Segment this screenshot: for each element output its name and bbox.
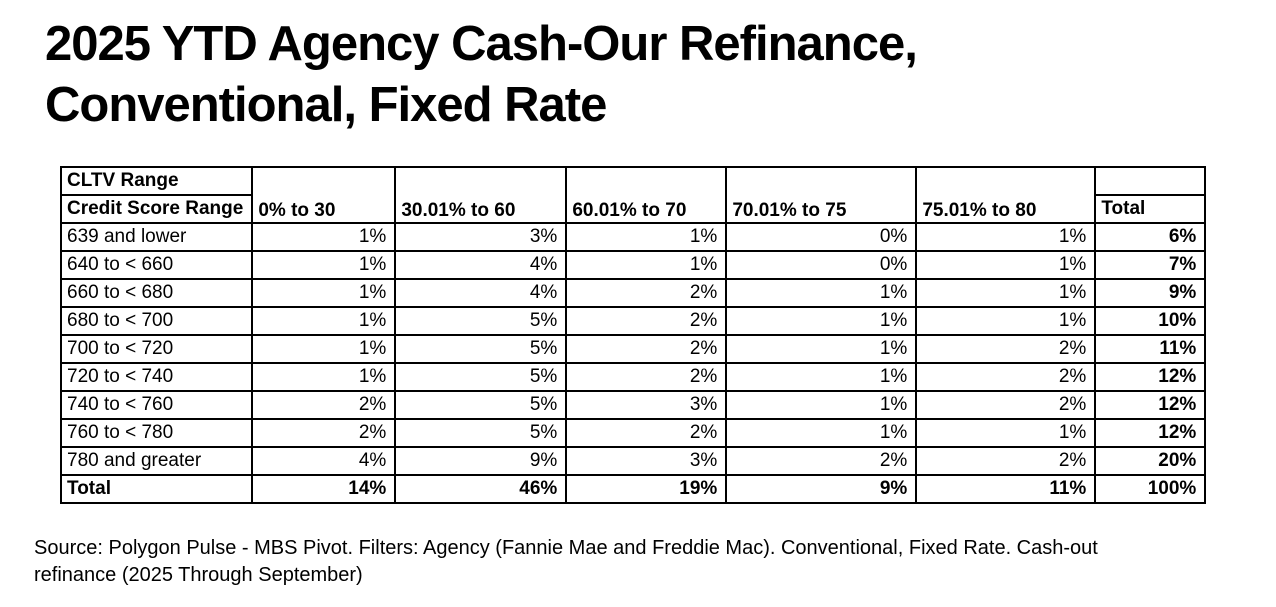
table-row: 640 to < 660 1% 4% 1% 0% 1% 7%: [59, 250, 1207, 280]
value-cell: 1%: [725, 362, 918, 392]
page-title-line2: Conventional, Fixed Rate: [45, 78, 607, 132]
value-cell: 2%: [915, 334, 1097, 364]
value-cell: 4%: [394, 278, 568, 308]
corner-cltv-range-label: CLTV Range: [59, 166, 254, 196]
value-cell: 9%: [725, 474, 918, 504]
value-cell: 9%: [394, 446, 568, 476]
table-row: 639 and lower 1% 3% 1% 0% 1% 6%: [59, 222, 1207, 252]
value-cell: 3%: [394, 222, 568, 252]
value-cell: 0%: [725, 222, 918, 252]
value-cell: 1%: [915, 222, 1097, 252]
table-row: 760 to < 780 2% 5% 2% 1% 1% 12%: [59, 418, 1207, 448]
cltv-credit-score-pivot-table: CLTV Range 0% to 30 30.01% to 60 60.01% …: [59, 166, 1207, 504]
value-cell: 1%: [725, 390, 918, 420]
value-cell: 5%: [394, 418, 568, 448]
value-cell: 1%: [725, 278, 918, 308]
table-row: 720 to < 740 1% 5% 2% 1% 2% 12%: [59, 362, 1207, 392]
source-note: Source: Polygon Pulse - MBS Pivot. Filte…: [34, 537, 1098, 586]
table-row: 700 to < 720 1% 5% 2% 1% 2% 11%: [59, 334, 1207, 364]
value-cell: 2%: [251, 418, 397, 448]
row-label-cell: 700 to < 720: [59, 334, 254, 364]
value-cell: 2%: [915, 362, 1097, 392]
value-cell: 2%: [565, 306, 728, 336]
value-cell: 1%: [915, 418, 1097, 448]
value-cell: 5%: [394, 334, 568, 364]
credit-score-table-body: 639 and lower 1% 3% 1% 0% 1% 6% 640 to < 660 1% 4…: [59, 222, 1207, 504]
value-cell: 19%: [565, 474, 728, 504]
value-cell: 1%: [251, 334, 397, 364]
row-total-cell: 12%: [1094, 362, 1207, 392]
value-cell: 46%: [394, 474, 568, 504]
value-cell: 1%: [565, 222, 728, 252]
table-row: 740 to < 760 2% 5% 3% 1% 2% 12%: [59, 390, 1207, 420]
row-total-cell: 12%: [1094, 390, 1207, 420]
value-cell: 3%: [565, 390, 728, 420]
value-cell: 5%: [394, 306, 568, 336]
value-cell: 1%: [251, 362, 397, 392]
value-cell: 2%: [565, 362, 728, 392]
row-total-cell: 12%: [1094, 418, 1207, 448]
value-cell: 1%: [725, 334, 918, 364]
column-header-cltv-75-80: 75.01% to 80: [915, 166, 1097, 224]
row-label-cell: 740 to < 760: [59, 390, 254, 420]
value-cell: 1%: [915, 278, 1097, 308]
row-total-cell: 20%: [1094, 446, 1207, 476]
row-label-cell: 640 to < 660: [59, 250, 254, 280]
row-total-cell: 11%: [1094, 334, 1207, 364]
page-title: 2025 YTD Agency Cash-Our Refinance, Conv…: [45, 14, 1276, 136]
header-row-credit-score: Credit Score Range Total: [59, 194, 1207, 224]
table-row: 680 to < 700 1% 5% 2% 1% 1% 10%: [59, 306, 1207, 336]
value-cell: 2%: [915, 390, 1097, 420]
row-total-cell: 10%: [1094, 306, 1207, 336]
value-cell: 1%: [915, 250, 1097, 280]
value-cell: 14%: [251, 474, 397, 504]
column-header-cltv-60-70: 60.01% to 70: [565, 166, 728, 224]
row-label-cell: 780 and greater: [59, 446, 254, 476]
value-cell: 5%: [394, 362, 568, 392]
column-header-cltv-0-30: 0% to 30: [251, 166, 397, 224]
row-label-cell: 760 to < 780: [59, 418, 254, 448]
value-cell: 2%: [915, 446, 1097, 476]
value-cell: 1%: [725, 306, 918, 336]
row-label-cell: 720 to < 740: [59, 362, 254, 392]
value-cell: 11%: [915, 474, 1097, 504]
value-cell: 1%: [251, 306, 397, 336]
row-label-cell: 680 to < 700: [59, 306, 254, 336]
column-header-cltv-30-60: 30.01% to 60: [394, 166, 568, 224]
table-row: 660 to < 680 1% 4% 2% 1% 1% 9%: [59, 278, 1207, 308]
value-cell: 1%: [725, 418, 918, 448]
value-cell: 0%: [725, 250, 918, 280]
value-cell: 2%: [565, 418, 728, 448]
value-cell: 2%: [725, 446, 918, 476]
total-column-header: Total: [1094, 194, 1207, 224]
total-column-header-spacer: [1094, 166, 1207, 196]
value-cell: 4%: [394, 250, 568, 280]
total-row-label-cell: Total: [59, 474, 254, 504]
value-cell: 1%: [251, 250, 397, 280]
row-total-cell: 9%: [1094, 278, 1207, 308]
value-cell: 3%: [565, 446, 728, 476]
value-cell: 1%: [251, 222, 397, 252]
row-total-cell: 7%: [1094, 250, 1207, 280]
page-title-line1: 2025 YTD Agency Cash-Our Refinance,: [45, 17, 918, 71]
corner-credit-score-range-label: Credit Score Range: [59, 194, 254, 224]
value-cell: 5%: [394, 390, 568, 420]
value-cell: 2%: [251, 390, 397, 420]
value-cell: 1%: [915, 306, 1097, 336]
value-cell: 1%: [565, 250, 728, 280]
report-page: 2025 YTD Agency Cash-Our Refinance, Conv…: [0, 14, 1276, 607]
value-cell: 1%: [251, 278, 397, 308]
row-label-cell: 660 to < 680: [59, 278, 254, 308]
value-cell: 2%: [565, 334, 728, 364]
value-cell: 2%: [565, 278, 728, 308]
row-label-cell: 639 and lower: [59, 222, 254, 252]
row-total-cell: 6%: [1094, 222, 1207, 252]
row-total-cell: 100%: [1094, 474, 1207, 504]
table-row: 780 and greater 4% 9% 3% 2% 2% 20%: [59, 446, 1207, 476]
column-header-cltv-70-75: 70.01% to 75: [725, 166, 918, 224]
header-row-cltv: CLTV Range 0% to 30 30.01% to 60 60.01% …: [59, 166, 1207, 224]
value-cell: 4%: [251, 446, 397, 476]
total-row: Total 14% 46% 19% 9% 11% 100%: [59, 474, 1207, 504]
